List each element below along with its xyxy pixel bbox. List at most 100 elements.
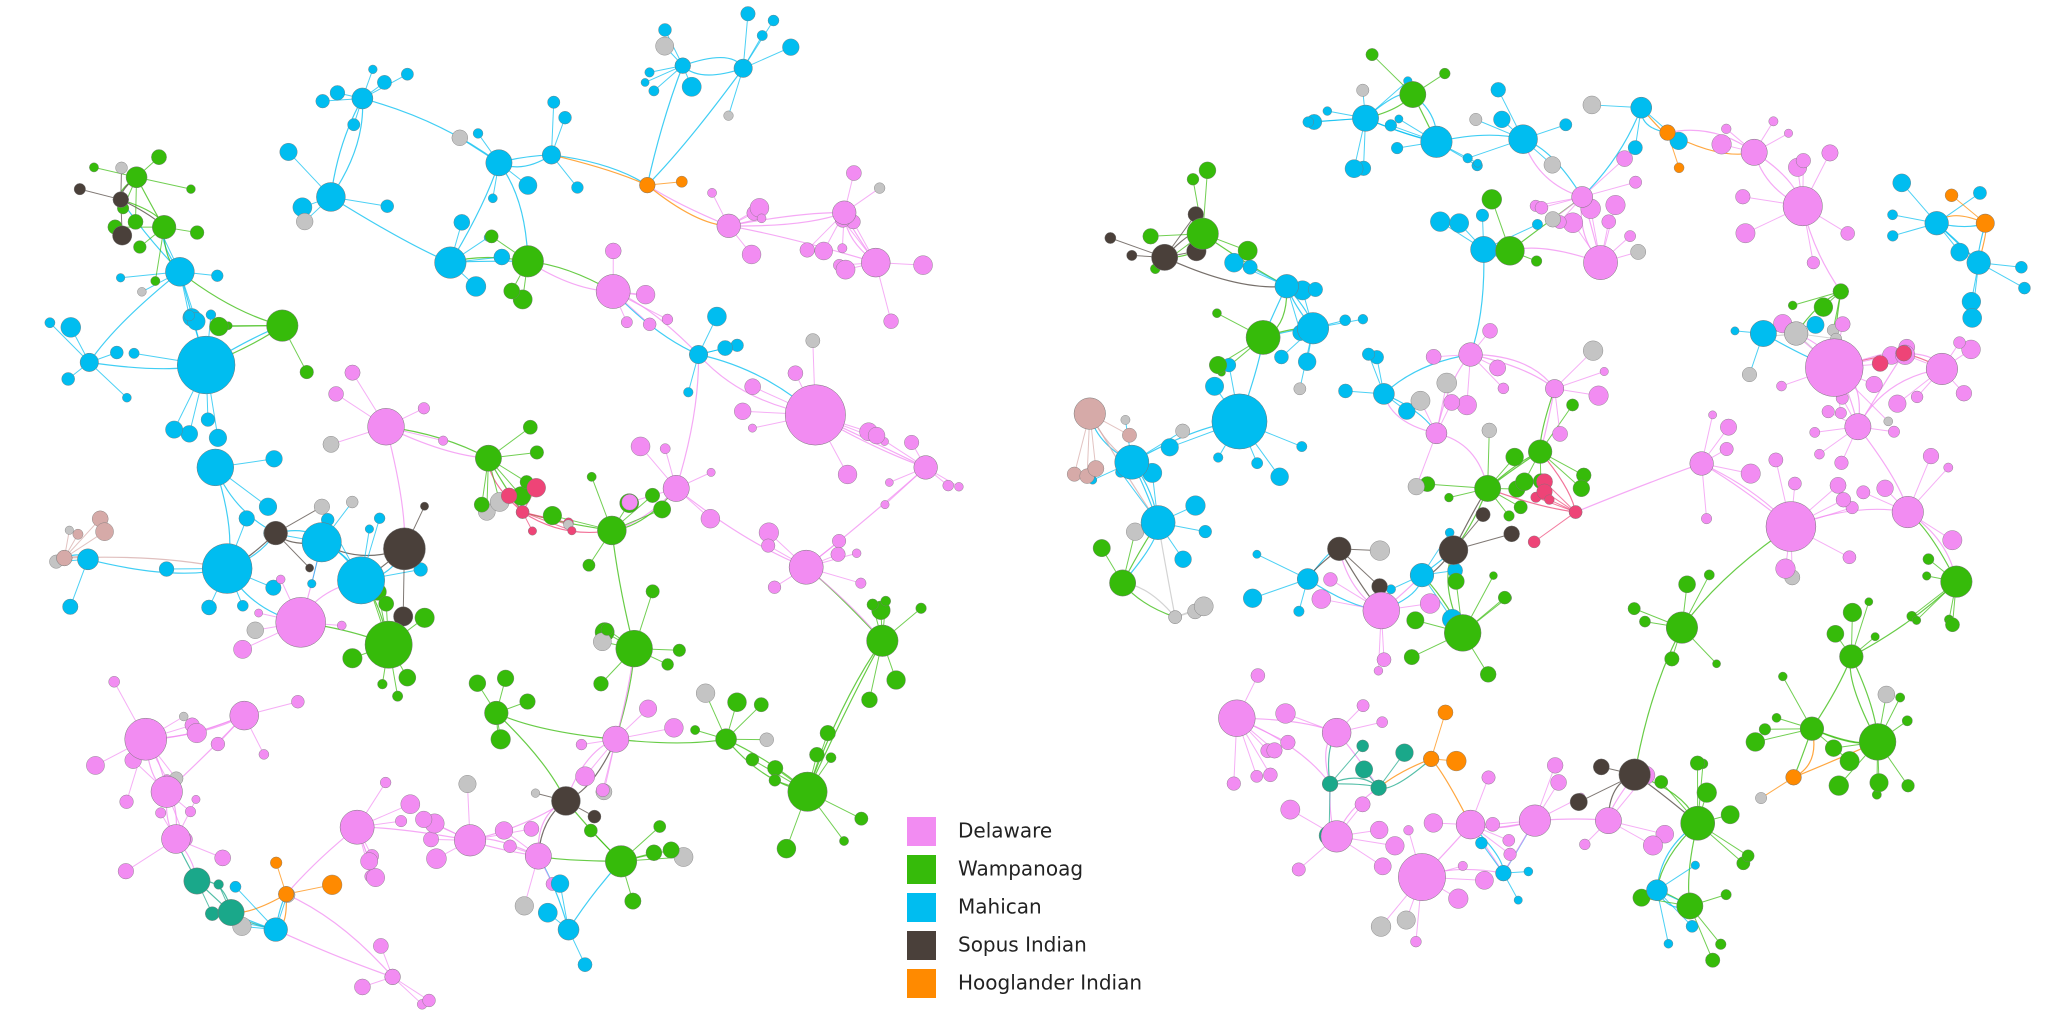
node: [1922, 571, 1932, 581]
edge: [728, 225, 876, 264]
node: [1066, 466, 1082, 482]
node: [1646, 879, 1668, 901]
node: [1944, 188, 1959, 202]
node: [86, 756, 105, 775]
node: [662, 475, 690, 502]
node: [1721, 123, 1732, 134]
node: [1887, 230, 1899, 242]
edge: [362, 97, 500, 164]
node: [1168, 610, 1182, 624]
node: [1356, 83, 1370, 97]
node: [756, 213, 767, 224]
node: [322, 436, 340, 453]
legend-swatch: [907, 855, 936, 884]
node: [237, 600, 249, 612]
node: [1376, 652, 1392, 667]
node: [1870, 632, 1880, 642]
node: [201, 543, 253, 594]
node: [805, 333, 821, 348]
node: [645, 844, 663, 861]
node: [329, 85, 346, 101]
node: [1788, 476, 1802, 491]
node: [1354, 796, 1371, 813]
node: [484, 700, 509, 726]
node: [1901, 715, 1913, 727]
edge: [806, 640, 883, 792]
node: [1218, 699, 1256, 737]
node: [1953, 336, 1966, 349]
node: [776, 838, 797, 859]
node: [128, 347, 140, 359]
node: [465, 276, 487, 297]
node: [526, 478, 546, 498]
node: [1430, 211, 1451, 232]
node: [1296, 568, 1319, 590]
node: [1531, 255, 1543, 267]
node: [1834, 455, 1849, 470]
node: [1627, 140, 1643, 156]
node: [1140, 505, 1176, 540]
node: [1719, 442, 1734, 456]
node: [659, 443, 671, 454]
node: [360, 852, 379, 871]
node: [1420, 593, 1441, 614]
node: [830, 546, 846, 562]
legend-label: Mahican: [958, 895, 1042, 919]
node: [1624, 230, 1636, 242]
node: [112, 191, 129, 208]
node: [1513, 500, 1528, 515]
node: [354, 978, 371, 996]
node: [1475, 208, 1489, 222]
node: [683, 387, 694, 398]
node: [1073, 397, 1106, 430]
node: [186, 723, 207, 743]
node: [1552, 426, 1568, 442]
node: [1438, 535, 1469, 565]
node: [112, 225, 133, 246]
node: [1835, 492, 1851, 508]
node: [367, 408, 405, 446]
node: [727, 692, 747, 712]
node: [1352, 104, 1379, 132]
node: [1925, 352, 1958, 385]
node: [1839, 644, 1864, 669]
node: [524, 842, 552, 870]
node: [1735, 189, 1751, 205]
node: [744, 378, 761, 395]
node: [1280, 799, 1301, 820]
node: [401, 67, 414, 81]
node: [1877, 685, 1896, 704]
node: [689, 345, 708, 364]
node: [756, 30, 768, 41]
node: [1120, 415, 1131, 425]
node: [835, 259, 856, 280]
node: [1490, 82, 1506, 98]
node: [115, 161, 128, 174]
node: [208, 428, 227, 447]
node: [620, 316, 633, 329]
node: [1498, 590, 1512, 605]
node: [1327, 536, 1352, 561]
node: [1703, 569, 1715, 581]
node: [1865, 376, 1883, 393]
node: [1439, 67, 1451, 80]
node: [542, 145, 561, 165]
node: [1370, 820, 1389, 840]
node: [1775, 558, 1796, 579]
node: [205, 309, 217, 320]
node: [494, 821, 514, 840]
node: [675, 175, 688, 188]
node: [1630, 96, 1653, 119]
node: [117, 863, 134, 880]
node: [586, 471, 597, 482]
node: [1785, 769, 1802, 786]
node: [1423, 813, 1443, 833]
node: [593, 676, 609, 692]
node: [1213, 452, 1224, 463]
node: [1321, 717, 1352, 748]
node: [337, 620, 347, 631]
node: [528, 526, 537, 536]
node: [1280, 734, 1296, 751]
node: [1888, 394, 1907, 413]
node: [213, 879, 224, 890]
